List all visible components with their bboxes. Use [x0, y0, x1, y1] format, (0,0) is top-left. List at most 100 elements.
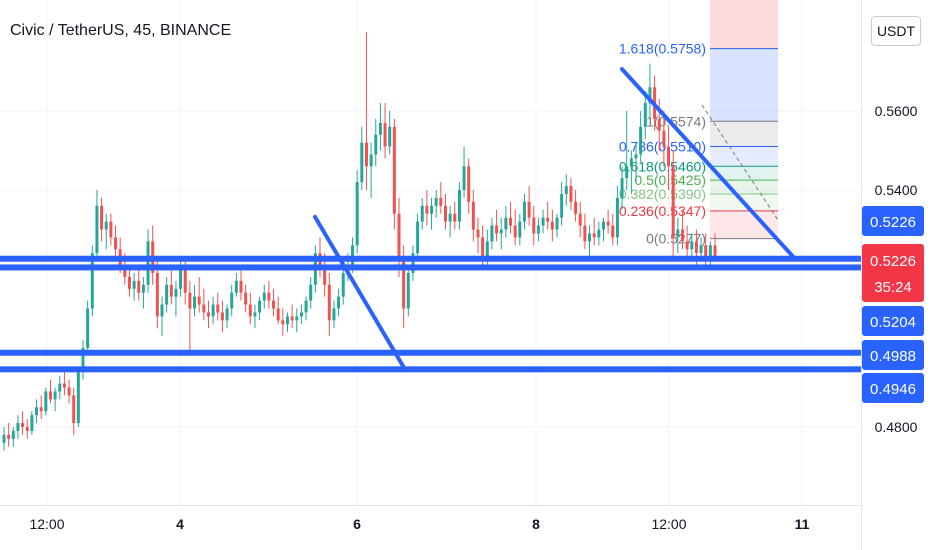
candle-body [443, 205, 447, 222]
fib-level-label: 1(0.5574) [646, 113, 706, 129]
currency-button[interactable]: USDT [871, 16, 921, 46]
candle-body [546, 217, 550, 222]
candle-body [244, 292, 248, 305]
candle-body [323, 265, 327, 285]
horizontal-line [0, 366, 861, 373]
candle-body [123, 265, 127, 277]
candle-body [680, 229, 684, 242]
candle-body [295, 316, 299, 321]
candle-body [72, 395, 76, 424]
candle-body [457, 190, 461, 222]
price-tick-label: 0.5400 [875, 182, 918, 198]
candle-body [146, 241, 150, 285]
fib-level-label: 0.236(0.5347) [619, 203, 706, 219]
candle-body [290, 316, 294, 321]
candle-body [690, 241, 694, 250]
candle-body [611, 225, 615, 238]
fib-zone [710, 210, 778, 239]
candle-body [560, 193, 564, 218]
candle-body [601, 221, 605, 230]
candle-body [694, 241, 698, 254]
candles-layer [2, 32, 717, 451]
time-tick-label: 4 [176, 516, 184, 532]
candle-body [174, 288, 178, 297]
candle-body [309, 284, 313, 301]
candle-body [234, 280, 238, 293]
candle-body [648, 87, 652, 104]
candle-body [388, 126, 392, 147]
candle-body [592, 233, 596, 238]
candle-body [434, 197, 438, 206]
candle-body [39, 407, 43, 412]
candle-body [416, 221, 420, 254]
candle-body [114, 237, 118, 250]
candle-body [95, 205, 99, 254]
candle-body [332, 308, 336, 321]
candle-body [179, 269, 183, 289]
candle-body [685, 241, 689, 250]
price-tag-label: 0.5226 [870, 214, 916, 231]
candle-body [202, 304, 206, 313]
candle-body [100, 205, 104, 230]
candle-body [550, 221, 554, 230]
candle-body [620, 178, 624, 198]
candle-body [513, 225, 517, 238]
candle-body [160, 304, 164, 317]
candle-body [104, 221, 108, 230]
candle-body [169, 284, 173, 297]
price-tag-label: 0.5204 [870, 314, 916, 331]
candle-body [467, 166, 471, 202]
candle-body [21, 423, 25, 427]
candle-body [397, 213, 401, 262]
time-tick-label: 11 [795, 516, 810, 532]
candle-body [90, 253, 94, 309]
candle-body [183, 269, 187, 293]
candle-body [262, 292, 266, 301]
bar-countdown-label: 35:24 [874, 279, 912, 296]
candle-body [411, 253, 415, 273]
candle-body [48, 391, 52, 400]
time-axis-divider [0, 505, 861, 506]
price-tag [862, 306, 924, 336]
candle-body [704, 245, 708, 258]
fib-zone [710, 121, 778, 147]
candle-body [81, 348, 85, 372]
candle-body [193, 296, 197, 309]
candle-body [643, 103, 647, 127]
current-price-label: 0.5226 [870, 253, 916, 270]
candle-body [708, 245, 712, 258]
candle-body [327, 284, 331, 321]
candle-body [258, 300, 262, 313]
candle-body [383, 122, 387, 147]
price-tag-label: 0.4988 [870, 348, 916, 365]
time-tick-label: 6 [353, 516, 361, 532]
candle-body [657, 118, 661, 131]
price-tag [862, 340, 924, 370]
candle-body [504, 217, 508, 230]
price-tag [862, 206, 924, 236]
candle-body [471, 201, 475, 230]
fib-level-label: 0.5(0.5425) [634, 172, 706, 188]
price-tag [862, 373, 924, 403]
candle-body [564, 186, 568, 194]
candle-body [267, 292, 271, 301]
candle-body [351, 245, 355, 266]
candle-body [304, 300, 308, 313]
candle-body [615, 197, 619, 238]
candle-body [35, 407, 39, 416]
time-tick-label: 12:00 [29, 516, 64, 532]
candle-body [490, 225, 494, 242]
candle-body [216, 304, 220, 313]
candle-body [476, 229, 480, 238]
candle-body [239, 280, 243, 293]
candle-body [188, 292, 192, 309]
candle-body [337, 296, 341, 309]
candle-body [206, 312, 210, 317]
candle-body [11, 430, 15, 439]
candle-body [485, 241, 489, 258]
candle-body [165, 284, 169, 305]
candle-body [276, 308, 280, 321]
candle-body [578, 213, 582, 226]
